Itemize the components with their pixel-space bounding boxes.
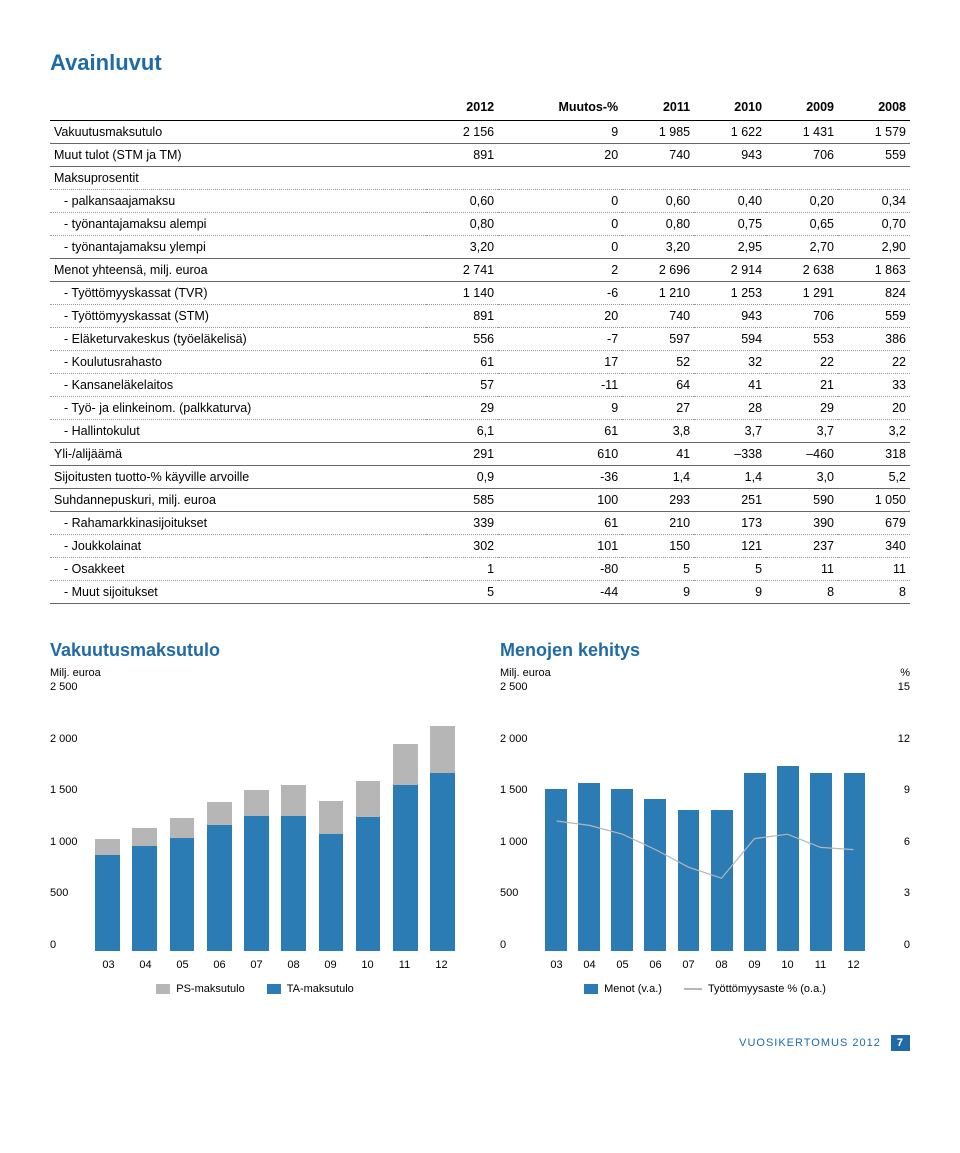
chart1-title: Vakuutusmaksutulo (50, 640, 460, 661)
chart1-unit: Milj. euroa (50, 667, 101, 679)
table-row: - työnantajamaksu ylempi3,2003,202,952,7… (50, 236, 910, 259)
table-header: 2011 (622, 94, 694, 121)
table-row: Muut tulot (STM ja TM)89120740943706559 (50, 144, 910, 167)
table-row: - Kansaneläkelaitos57-1164412133 (50, 374, 910, 397)
legend-item: Menot (v.a.) (584, 983, 662, 995)
legend-item: Työttömyysaste % (o.a.) (684, 983, 826, 995)
table-row: Maksuprosentit (50, 167, 910, 190)
table-row: Menot yhteensä, milj. euroa2 74122 6962 … (50, 259, 910, 282)
table-header: 2009 (766, 94, 838, 121)
chart-vakuutusmaksutulo: Vakuutusmaksutulo Milj. euroa 2 5002 000… (50, 640, 460, 995)
table-header: 2012 (426, 94, 498, 121)
footer-text: VUOSIKERTOMUS 2012 (739, 1037, 881, 1049)
table-row: - Eläketurvakeskus (työeläkelisä)556-759… (50, 328, 910, 351)
table-row: - Koulutusrahasto611752322222 (50, 351, 910, 374)
legend-item: PS-maksutulo (156, 983, 244, 995)
legend-item: TA-maksutulo (267, 983, 354, 995)
footer: VUOSIKERTOMUS 2012 7 (50, 1035, 910, 1051)
table-row: Vakuutusmaksutulo2 15691 9851 6221 4311 … (50, 121, 910, 144)
key-figures-table: 2012Muutos-%2011201020092008 Vakuutusmak… (50, 94, 910, 604)
chart2-title: Menojen kehitys (500, 640, 910, 661)
table-row: - Työttömyyskassat (TVR)1 140-61 2101 25… (50, 282, 910, 305)
page-title: Avainluvut (50, 50, 910, 76)
chart2-unit-right: % (900, 667, 910, 679)
table-row: - Työ- ja elinkeinom. (palkkaturva)29927… (50, 397, 910, 420)
table-header: Muutos-% (498, 94, 622, 121)
table-row: - työnantajamaksu alempi0,8000,800,750,6… (50, 213, 910, 236)
table-row: - Työttömyyskassat (STM)8912074094370655… (50, 305, 910, 328)
table-row: - Joukkolainat302101150121237340 (50, 535, 910, 558)
chart-menojen-kehitys: Menojen kehitys Milj. euroa % 2 5002 000… (500, 640, 910, 995)
table-row: Yli-/alijäämä29161041–338–460318 (50, 443, 910, 466)
table-row: Suhdannepuskuri, milj. euroa585100293251… (50, 489, 910, 512)
table-row: Sijoitusten tuotto-% käyville arvoille0,… (50, 466, 910, 489)
page-number: 7 (891, 1035, 910, 1051)
table-row: - Muut sijoitukset5-449988 (50, 581, 910, 604)
chart2-unit-left: Milj. euroa (500, 667, 551, 679)
table-row: - palkansaajamaksu0,6000,600,400,200,34 (50, 190, 910, 213)
table-row: - Hallintokulut6,1613,83,73,73,2 (50, 420, 910, 443)
table-header (50, 94, 426, 121)
table-header: 2010 (694, 94, 766, 121)
table-row: - Rahamarkkinasijoitukset339612101733906… (50, 512, 910, 535)
table-header: 2008 (838, 94, 910, 121)
table-row: - Osakkeet1-80551111 (50, 558, 910, 581)
